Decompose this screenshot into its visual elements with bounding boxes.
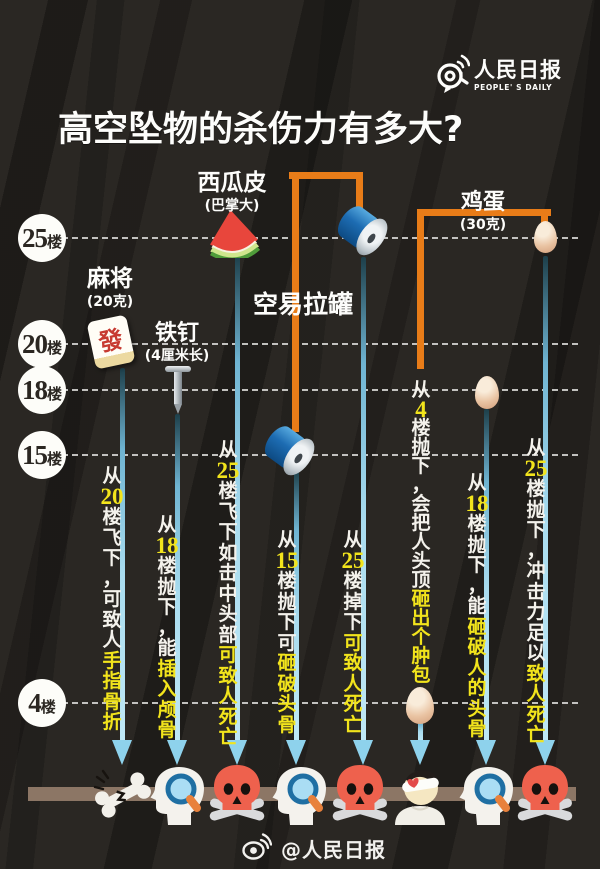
skull-icon bbox=[328, 763, 392, 827]
masthead-name: 人民日报 bbox=[474, 58, 562, 82]
can-label: 空易拉罐 bbox=[252, 290, 353, 319]
empty-can-25f bbox=[330, 199, 395, 263]
floor-badge-15: 15 楼 bbox=[18, 431, 66, 479]
floor-dashed-line-4 bbox=[62, 702, 578, 704]
floor-dashed-line-15 bbox=[62, 454, 578, 456]
head-icon bbox=[146, 763, 210, 827]
drop-caption-1: 从 20 楼飞下，可致人手指骨折 bbox=[100, 465, 124, 733]
floor-dashed-line-18 bbox=[62, 389, 578, 391]
drop-arrowhead-4 bbox=[286, 740, 306, 765]
can-bracket-horizontal bbox=[289, 172, 363, 179]
drop-caption-3: 从 25 楼飞下如击中头部可致人死亡 bbox=[216, 439, 240, 748]
masthead: 人民日报 PEOPLE' S DAILY bbox=[436, 52, 562, 98]
egg-bracket-left bbox=[417, 209, 424, 369]
drop-arrowhead-3 bbox=[227, 740, 247, 765]
drop-caption-4: 从 15 楼抛下可砸破头骨 bbox=[275, 529, 299, 736]
drop-line-6 bbox=[417, 719, 423, 742]
floor-dashed-line-20 bbox=[62, 343, 578, 345]
drop-line-3 bbox=[234, 255, 240, 742]
drop-arrowhead-6 bbox=[410, 740, 430, 765]
drop-arrowhead-8 bbox=[535, 740, 555, 765]
watermelon-rind bbox=[204, 208, 262, 262]
drop-arrowhead-1 bbox=[112, 740, 132, 765]
head-icon bbox=[268, 763, 332, 827]
mahjong-label: 麻将 (20克) bbox=[86, 266, 134, 311]
drop-caption-6: 从 4 楼抛下，会把人头顶砸出个肿包 bbox=[411, 379, 431, 686]
egg-18f bbox=[475, 376, 499, 409]
footer-credit: @人民日报 bbox=[242, 833, 386, 864]
peoples-daily-at-icon bbox=[436, 52, 471, 98]
can-bracket-left bbox=[292, 172, 299, 432]
weibo-icon bbox=[242, 833, 273, 864]
egg-label: 鸡蛋 (30克) bbox=[459, 190, 507, 234]
egg-4f bbox=[406, 687, 434, 724]
drop-line-2 bbox=[174, 414, 180, 742]
drop-line-8 bbox=[542, 256, 548, 742]
floor-badge-25: 25 楼 bbox=[18, 214, 66, 262]
skull-icon bbox=[205, 763, 269, 827]
watermelon-label: 西瓜皮 (巴掌大) bbox=[197, 170, 267, 215]
can-bracket-right bbox=[356, 172, 363, 212]
floor-dashed-line-25 bbox=[62, 237, 578, 239]
drop-line-1 bbox=[119, 368, 125, 742]
drop-caption-2: 从 18 楼抛下，能插入颅骨 bbox=[155, 514, 179, 741]
empty-can-15f bbox=[257, 419, 322, 483]
skull-icon bbox=[513, 763, 577, 827]
drop-arrowhead-2 bbox=[167, 740, 187, 765]
drop-caption-5: 从 25 楼掉下可致人死亡 bbox=[341, 529, 365, 736]
nail-label: 铁钉 (4厘米长) bbox=[144, 321, 210, 365]
head-icon bbox=[455, 763, 519, 827]
egg-bracket-horizontal bbox=[417, 209, 551, 216]
iron-nail bbox=[165, 366, 191, 414]
person-icon bbox=[388, 763, 452, 827]
floor-badge-20: 20 楼 bbox=[18, 320, 66, 368]
drop-caption-8: 从 25 楼抛下，冲击力足以致人死亡 bbox=[524, 437, 548, 746]
bone-icon bbox=[91, 763, 155, 827]
egg-25f bbox=[534, 221, 557, 253]
drop-line-4 bbox=[293, 470, 299, 742]
drop-arrowhead-7 bbox=[476, 740, 496, 765]
masthead-sub: PEOPLE' S DAILY bbox=[474, 83, 553, 92]
drop-line-5 bbox=[360, 257, 366, 742]
egg-bracket-right bbox=[541, 209, 548, 227]
floor-badge-18: 18 楼 bbox=[18, 366, 66, 414]
drop-arrowhead-5 bbox=[353, 740, 373, 765]
page-title: 高空坠物的杀伤力有多大? bbox=[58, 110, 464, 150]
footer-handle: @人民日报 bbox=[281, 838, 386, 862]
drop-caption-7: 从 18 楼抛下，能砸破人的头骨 bbox=[465, 472, 489, 740]
drop-line-7 bbox=[483, 409, 489, 742]
